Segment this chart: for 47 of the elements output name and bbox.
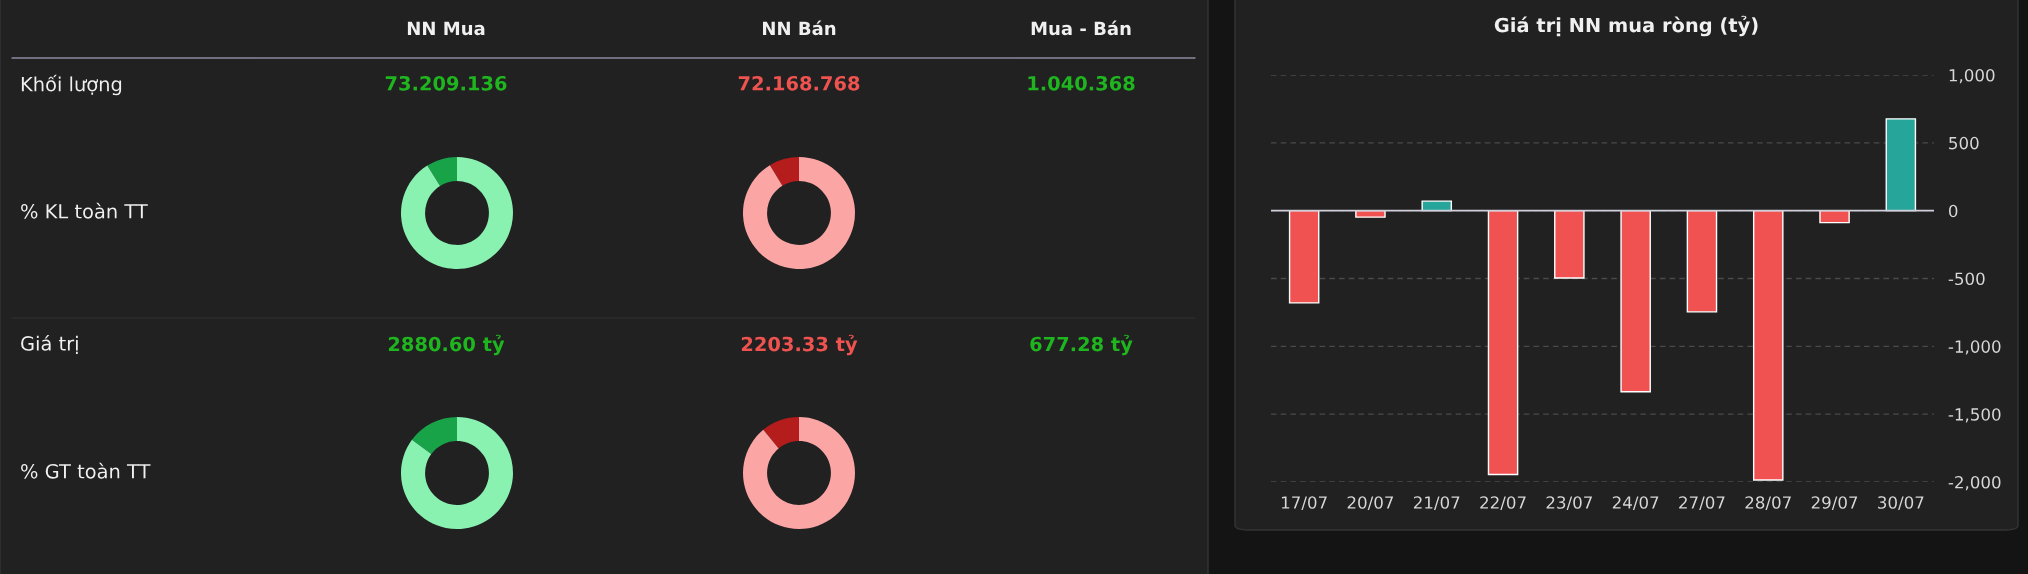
text: 72.168.768	[738, 75, 860, 91]
x-tick-label: 17/07	[1281, 496, 1327, 511]
donut-slice	[401, 417, 513, 529]
bar	[1554, 209, 1585, 279]
category-label: Giá trị	[21, 334, 78, 355]
x-tick-label: 20/07	[1347, 496, 1394, 511]
category-label: Mua - Bán	[1031, 20, 1131, 36]
y-tick-label: 1,000	[1949, 68, 1995, 84]
bar	[1288, 209, 1320, 304]
y-tick-label: -500	[1948, 272, 1985, 286]
donut-slice	[763, 417, 799, 449]
x-tick-label: 21/07	[1413, 496, 1460, 511]
y-tick-label: -1,500	[1948, 408, 2001, 423]
text: 2880.60 tỷ	[388, 334, 505, 356]
y-tick-label: -2,000	[1948, 475, 2001, 491]
bar	[1487, 209, 1519, 476]
category-label: NN Bán	[763, 20, 836, 36]
donut-slice	[411, 417, 457, 455]
donut-slice	[427, 157, 457, 186]
bar	[1620, 209, 1651, 393]
y-tick-label: 0	[1948, 204, 1958, 218]
category-label: % GT toàn TT	[21, 462, 151, 479]
x-tick-label: 28/07	[1745, 496, 1791, 511]
x-tick-label: 29/07	[1811, 496, 1858, 511]
x-tick-label: 24/07	[1612, 496, 1659, 511]
x-tick-label: 27/07	[1679, 496, 1725, 511]
text: 677.28 tỷ	[1030, 334, 1133, 356]
donut-slice	[401, 157, 513, 269]
bar	[1885, 118, 1917, 212]
y-tick-label: -1,000	[1948, 340, 2001, 355]
category-label: % KL toàn TT	[21, 202, 148, 219]
y-tick-label: 500	[1949, 136, 1979, 150]
text: 1.040.368	[1028, 75, 1135, 91]
bar	[1421, 200, 1453, 212]
text: 73.209.136	[385, 75, 507, 91]
donut-slice	[743, 157, 855, 269]
bar	[1752, 209, 1784, 481]
x-tick-label: 23/07	[1546, 496, 1592, 511]
text: 2203.33 tỷ	[741, 334, 858, 356]
x-tick-label: 30/07	[1878, 496, 1924, 511]
category-label: NN Mua	[407, 21, 485, 36]
category-label: Khối lượng	[21, 74, 122, 96]
bar	[1686, 209, 1718, 313]
donut-slice	[743, 417, 855, 529]
donut-slice	[769, 157, 799, 186]
chart-title: Giá trị NN mua ròng (tỷ)	[1494, 15, 1758, 37]
x-tick-label: 22/07	[1480, 496, 1526, 511]
